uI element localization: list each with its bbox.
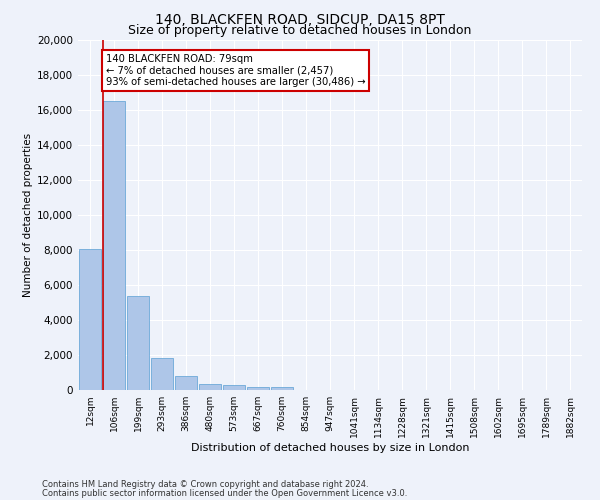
- Bar: [199, 384, 221, 390]
- Bar: [79, 249, 101, 390]
- Bar: [271, 386, 293, 390]
- Bar: [127, 296, 149, 390]
- X-axis label: Distribution of detached houses by size in London: Distribution of detached houses by size …: [191, 442, 469, 452]
- Bar: [223, 386, 245, 390]
- Y-axis label: Number of detached properties: Number of detached properties: [23, 133, 33, 297]
- Text: Contains HM Land Registry data © Crown copyright and database right 2024.: Contains HM Land Registry data © Crown c…: [42, 480, 368, 489]
- Bar: [151, 358, 173, 390]
- Bar: [247, 386, 269, 390]
- Text: 140 BLACKFEN ROAD: 79sqm
← 7% of detached houses are smaller (2,457)
93% of semi: 140 BLACKFEN ROAD: 79sqm ← 7% of detache…: [106, 54, 365, 87]
- Bar: [103, 101, 125, 390]
- Bar: [175, 376, 197, 390]
- Text: 140, BLACKFEN ROAD, SIDCUP, DA15 8PT: 140, BLACKFEN ROAD, SIDCUP, DA15 8PT: [155, 12, 445, 26]
- Text: Size of property relative to detached houses in London: Size of property relative to detached ho…: [128, 24, 472, 37]
- Text: Contains public sector information licensed under the Open Government Licence v3: Contains public sector information licen…: [42, 490, 407, 498]
